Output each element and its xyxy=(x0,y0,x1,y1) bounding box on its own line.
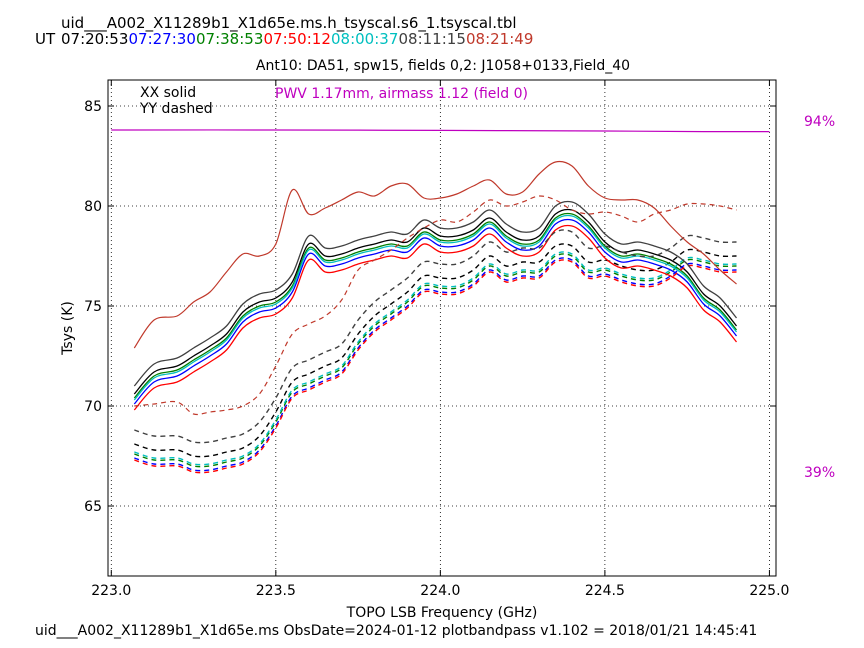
yy-line-3 xyxy=(134,259,737,474)
x-tick-label: 224.5 xyxy=(585,583,625,599)
plot-frame xyxy=(107,79,777,577)
y-tick-label: 85 xyxy=(84,99,102,115)
y-axis-label: Tsys (K) xyxy=(60,301,76,356)
y-tick-label: 65 xyxy=(84,499,102,515)
pwv-annotation: PWV 1.17mm, airmass 1.12 (field 0) xyxy=(275,86,528,102)
grid xyxy=(108,80,776,576)
xx-line-outlier xyxy=(133,160,737,349)
y-tick-label: 70 xyxy=(84,399,102,415)
chart-title: Ant10: DA51, spw15, fields 0,2: J1058+01… xyxy=(256,58,630,74)
yy-line-2 xyxy=(134,253,737,468)
ut-times: 07:20:53 07:27:30 07:38:53 07:50:12 08:00:37… xyxy=(61,30,533,48)
y-tick-label: 80 xyxy=(84,199,102,215)
ut-time-4: 08:00:37 xyxy=(331,30,398,48)
x-tick-label: 223.5 xyxy=(256,583,296,599)
xx-line-0 xyxy=(133,208,738,395)
x-tick-label: 224.0 xyxy=(420,583,460,599)
xx-line-2 xyxy=(133,212,738,399)
x-tick-label: 223.0 xyxy=(91,583,131,599)
ut-time-1: 07:27:30 xyxy=(129,30,196,48)
footer-text: uid___A002_X11289b1_X1d65e.ms ObsDate=20… xyxy=(35,623,757,639)
ut-label: UT xyxy=(35,30,56,48)
legend-yy: YY dashed xyxy=(139,101,213,117)
x-axis-label: TOPO LSB Frequency (GHz) xyxy=(346,605,538,621)
ut-time-0: 07:20:53 xyxy=(61,30,128,48)
legend-xx: XX solid xyxy=(140,85,196,101)
series-lines xyxy=(111,129,770,474)
transmission-line xyxy=(111,129,770,133)
file-title: uid___A002_X11289b1_X1d65e.ms.h_tsyscal.… xyxy=(61,14,517,33)
xx-line-3 xyxy=(133,224,738,411)
transmission-high-label: 94% xyxy=(804,114,835,130)
yy-line-0 xyxy=(134,243,737,458)
x-tick-label: 225.0 xyxy=(749,583,789,599)
xx-line-5 xyxy=(133,200,738,387)
ut-time-5: 08:11:15 xyxy=(399,30,466,48)
ut-time-6: 08:21:49 xyxy=(466,30,533,48)
ut-time-2: 07:38:53 xyxy=(196,30,263,48)
axis-ticks: 223.0 223.5 224.0 224.5 225.0 65 70 75 80 85 xyxy=(84,80,789,599)
y-tick-label: 75 xyxy=(84,299,102,315)
yy-line-outlier xyxy=(134,195,737,416)
transmission-low-label: 39% xyxy=(804,465,835,481)
xx-line-4 xyxy=(133,214,738,401)
yy-line-4 xyxy=(134,251,737,466)
yy-line-5 xyxy=(134,229,737,444)
ut-time-3: 07:50:12 xyxy=(264,30,331,48)
yy-line-1 xyxy=(134,257,737,472)
xx-line-1 xyxy=(133,218,738,405)
